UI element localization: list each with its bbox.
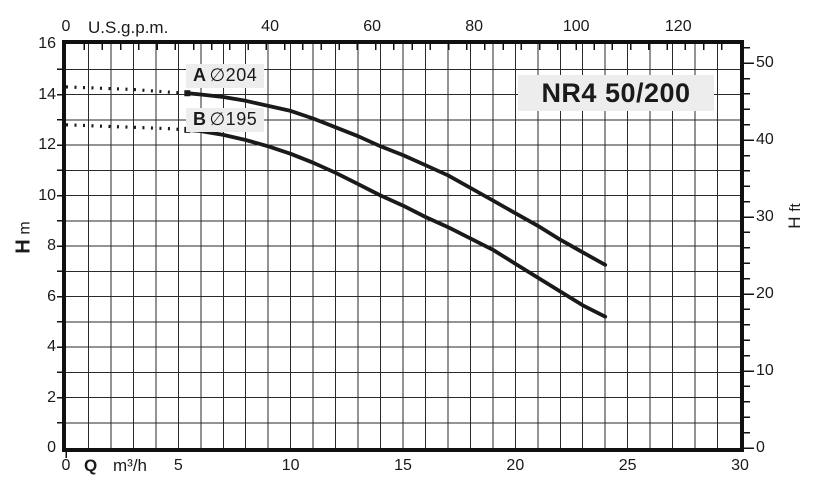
chart-canvas bbox=[57, 44, 754, 458]
left-axis-tick-label: 2 bbox=[47, 388, 56, 406]
chart-title: NR4 50/200 bbox=[518, 75, 714, 111]
bottom-axis-tick-label: 5 bbox=[173, 457, 183, 474]
bottom-axis-tick-label: 15 bbox=[394, 457, 412, 474]
curve-a-label: A ∅204 bbox=[186, 64, 265, 88]
right-axis-tick-label: 50 bbox=[756, 54, 774, 72]
bottom-axis-tick-label: 25 bbox=[618, 457, 637, 474]
top-axis-tick-label: 60 bbox=[363, 18, 382, 35]
left-axis-tick-label: 12 bbox=[38, 136, 56, 153]
left-axis-tick-label: 4 bbox=[47, 338, 56, 355]
curve-b-path bbox=[185, 128, 608, 319]
bottom-axis-symbol: Q bbox=[84, 456, 98, 475]
curve-b-name: B bbox=[193, 109, 207, 129]
left-axis-tick-label: 14 bbox=[38, 85, 56, 103]
left-axis-tick-label: 10 bbox=[38, 186, 56, 204]
top-axis-minor-ticks bbox=[83, 44, 723, 50]
curve-a-start-marker bbox=[184, 90, 191, 97]
grid-lines bbox=[66, 44, 740, 448]
left-axis-unit: m bbox=[16, 221, 34, 235]
top-axis-tick-label: 100 bbox=[562, 18, 590, 35]
right-axis-ticks bbox=[744, 47, 754, 449]
curve-a-path bbox=[185, 91, 608, 267]
curve-b-dotted-extension bbox=[65, 123, 188, 132]
left-axis-tick-label: 0 bbox=[47, 439, 56, 456]
top-axis-tick-label: 80 bbox=[465, 18, 484, 35]
left-axis-tick-label: 6 bbox=[47, 287, 56, 305]
top-axis-unit-label: U.S.g.p.m. bbox=[88, 18, 169, 37]
curve-a-name: A bbox=[193, 65, 207, 85]
bottom-axis-unit: m³/h bbox=[113, 456, 147, 475]
bottom-axis-tick-label: 10 bbox=[281, 457, 300, 474]
bottom-axis-tick-label: 0 bbox=[61, 457, 71, 474]
left-axis-tick-label: 16 bbox=[38, 35, 56, 52]
right-axis-tick-label: 30 bbox=[756, 208, 774, 226]
right-axis-tick-label: 0 bbox=[756, 439, 765, 456]
curve-a-diameter: ∅204 bbox=[209, 65, 258, 85]
curve-b-label: B ∅195 bbox=[186, 108, 265, 132]
bottom-axis-tick-label: 20 bbox=[506, 457, 525, 474]
top-axis-tick-label: 120 bbox=[664, 18, 692, 35]
right-axis-symbol: H bbox=[785, 216, 804, 229]
top-axis-tick-label: 40 bbox=[261, 18, 279, 35]
top-axis-tick-label: 0 bbox=[61, 18, 71, 35]
right-axis-tick-label: 10 bbox=[756, 362, 774, 380]
right-axis-title: H ft bbox=[785, 186, 805, 246]
curve-a-dotted-extension bbox=[65, 85, 188, 95]
right-axis-tick-label: 40 bbox=[756, 131, 774, 149]
right-axis-tick-label: 20 bbox=[756, 285, 774, 303]
bottom-axis-tick-label: 30 bbox=[731, 457, 749, 474]
left-axis-minor-ticks bbox=[57, 68, 62, 424]
left-axis-tick-label: 8 bbox=[47, 237, 56, 254]
right-axis-unit: ft bbox=[787, 203, 804, 212]
curve-b-diameter: ∅195 bbox=[209, 109, 258, 129]
